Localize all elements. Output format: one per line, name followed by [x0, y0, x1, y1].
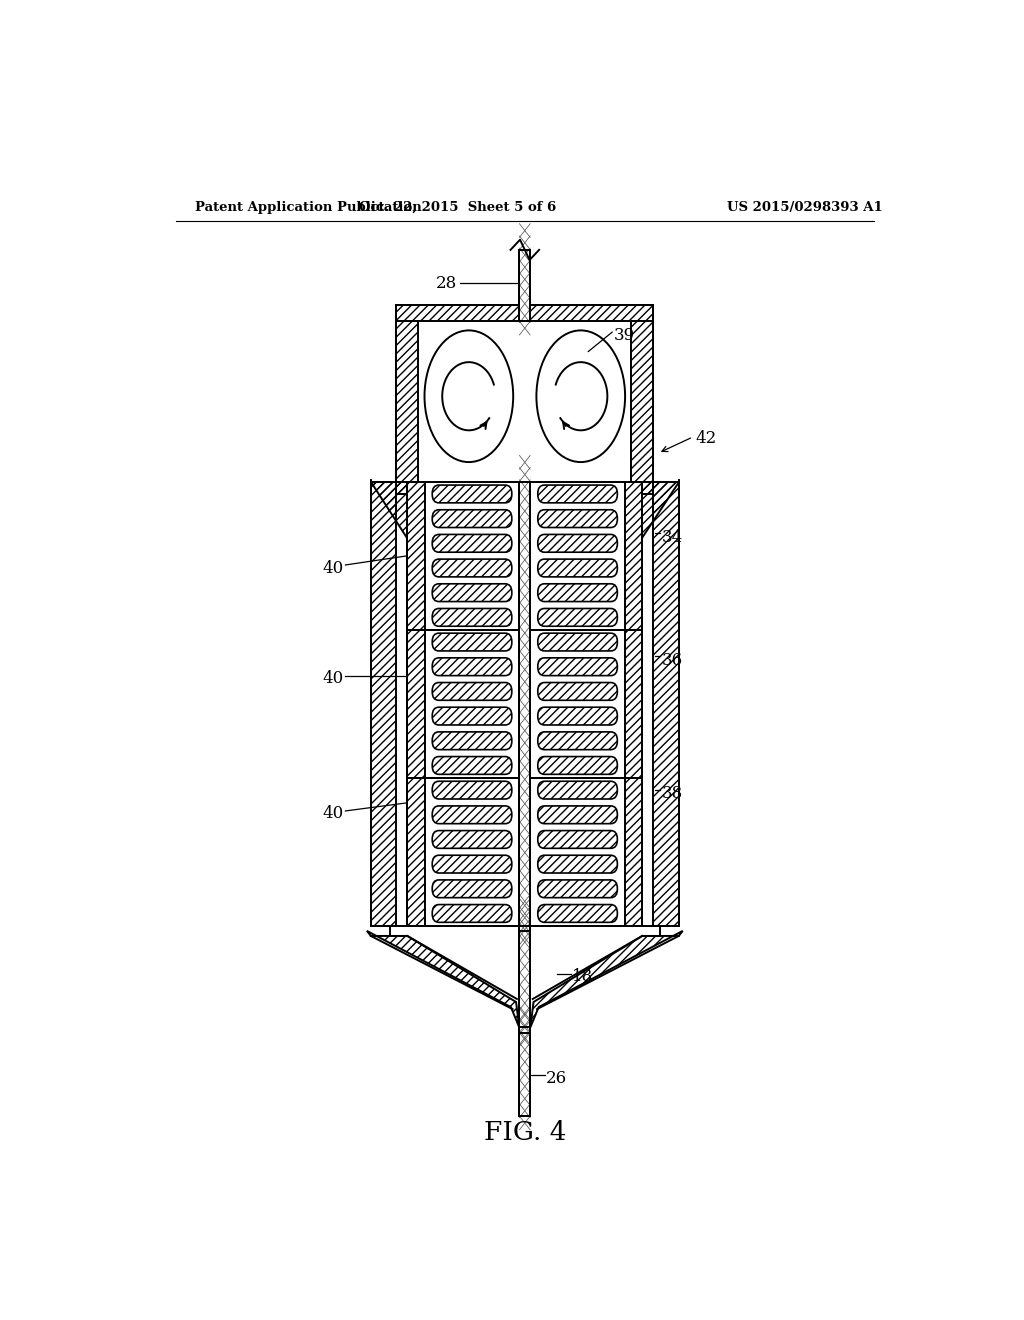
- Bar: [396, 305, 653, 321]
- FancyBboxPatch shape: [432, 560, 512, 577]
- FancyBboxPatch shape: [538, 634, 617, 651]
- Text: 40: 40: [323, 560, 344, 577]
- Bar: [408, 482, 425, 630]
- Text: 18: 18: [572, 968, 594, 985]
- Bar: [419, 321, 631, 482]
- FancyBboxPatch shape: [538, 807, 617, 824]
- Bar: [425, 777, 519, 925]
- Text: 39: 39: [613, 327, 635, 343]
- Text: 36: 36: [662, 652, 682, 669]
- Bar: [425, 482, 519, 630]
- FancyBboxPatch shape: [538, 880, 617, 898]
- FancyBboxPatch shape: [538, 609, 617, 626]
- FancyBboxPatch shape: [432, 756, 512, 775]
- Text: FIG. 4: FIG. 4: [483, 1119, 566, 1144]
- Bar: [408, 777, 425, 925]
- Bar: [530, 777, 625, 925]
- Text: 42: 42: [695, 430, 717, 447]
- Bar: [519, 482, 530, 931]
- Bar: [519, 925, 530, 1032]
- FancyBboxPatch shape: [432, 781, 512, 799]
- FancyBboxPatch shape: [432, 708, 512, 725]
- Bar: [519, 1027, 530, 1115]
- FancyBboxPatch shape: [432, 657, 512, 676]
- Text: 26: 26: [546, 1069, 567, 1086]
- FancyBboxPatch shape: [432, 510, 512, 528]
- FancyBboxPatch shape: [538, 484, 617, 503]
- FancyBboxPatch shape: [538, 560, 617, 577]
- FancyBboxPatch shape: [538, 781, 617, 799]
- Text: 40: 40: [323, 805, 344, 822]
- Bar: [625, 482, 642, 630]
- Bar: [371, 482, 396, 925]
- Text: 34: 34: [662, 529, 683, 546]
- FancyBboxPatch shape: [432, 830, 512, 849]
- FancyBboxPatch shape: [432, 855, 512, 873]
- FancyBboxPatch shape: [432, 484, 512, 503]
- FancyBboxPatch shape: [432, 609, 512, 626]
- FancyBboxPatch shape: [432, 535, 512, 552]
- FancyBboxPatch shape: [432, 880, 512, 898]
- Text: Oct. 22, 2015  Sheet 5 of 6: Oct. 22, 2015 Sheet 5 of 6: [358, 201, 556, 214]
- FancyBboxPatch shape: [538, 855, 617, 873]
- FancyBboxPatch shape: [432, 583, 512, 602]
- FancyBboxPatch shape: [432, 807, 512, 824]
- Ellipse shape: [537, 330, 625, 462]
- FancyBboxPatch shape: [432, 904, 512, 923]
- Bar: [396, 482, 653, 495]
- FancyBboxPatch shape: [538, 535, 617, 552]
- Text: Patent Application Publication: Patent Application Publication: [196, 201, 422, 214]
- Bar: [530, 630, 625, 777]
- FancyBboxPatch shape: [538, 657, 617, 676]
- Bar: [519, 249, 530, 321]
- FancyBboxPatch shape: [432, 731, 512, 750]
- Text: 38: 38: [662, 785, 683, 803]
- FancyBboxPatch shape: [538, 682, 617, 701]
- Text: 28: 28: [436, 275, 458, 292]
- Bar: [653, 482, 679, 925]
- Bar: [530, 482, 625, 630]
- FancyBboxPatch shape: [538, 756, 617, 775]
- Text: US 2015/0298393 A1: US 2015/0298393 A1: [727, 201, 883, 214]
- FancyBboxPatch shape: [432, 682, 512, 701]
- Bar: [425, 630, 519, 777]
- FancyBboxPatch shape: [538, 510, 617, 528]
- FancyBboxPatch shape: [538, 708, 617, 725]
- FancyBboxPatch shape: [538, 904, 617, 923]
- Bar: [631, 321, 653, 482]
- Text: 40: 40: [323, 671, 344, 688]
- Bar: [625, 777, 642, 925]
- Ellipse shape: [425, 330, 513, 462]
- Bar: [408, 630, 425, 777]
- FancyBboxPatch shape: [538, 731, 617, 750]
- FancyBboxPatch shape: [432, 634, 512, 651]
- FancyBboxPatch shape: [538, 830, 617, 849]
- Bar: [396, 321, 419, 482]
- FancyBboxPatch shape: [538, 583, 617, 602]
- Bar: [625, 630, 642, 777]
